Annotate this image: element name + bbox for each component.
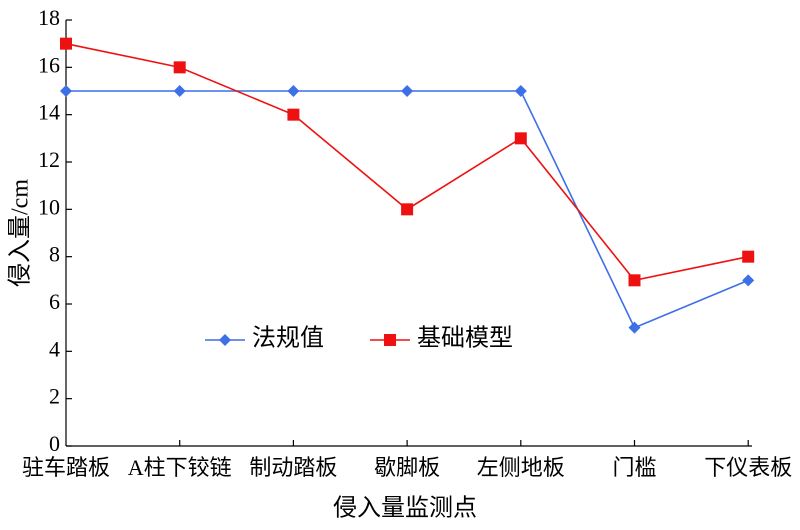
- y-tick-label: 6: [49, 289, 60, 314]
- y-tick-label: 14: [38, 100, 60, 125]
- y-axis-label: 侵入量/cm: [7, 179, 34, 287]
- marker: [173, 85, 186, 97]
- legend-label: 法规值: [252, 325, 324, 352]
- marker: [401, 85, 414, 97]
- marker: [628, 274, 641, 287]
- x-tick-label: 驻车踏板: [22, 455, 110, 480]
- y-tick-label: 2: [49, 384, 60, 409]
- y-tick-label: 10: [38, 194, 60, 219]
- y-tick-label: 0: [49, 431, 60, 456]
- x-tick-label: A柱下铰链: [128, 455, 232, 480]
- line: [65, 42, 749, 282]
- marker: [173, 61, 186, 74]
- marker: [742, 274, 755, 287]
- y-tick-label: 8: [49, 242, 60, 267]
- x-tick-label: 制动踏板: [249, 455, 337, 480]
- marker: [514, 132, 527, 145]
- marker: [287, 85, 300, 97]
- marker: [742, 250, 755, 263]
- legend-label: 基础模型: [417, 325, 513, 352]
- y-tick-label: 16: [38, 52, 60, 77]
- x-axis-label: 侵入量监测点: [333, 495, 477, 522]
- legend-marker: [384, 334, 396, 346]
- marker: [60, 37, 72, 50]
- legend-marker: [219, 334, 231, 346]
- marker: [287, 108, 300, 121]
- marker: [60, 85, 72, 97]
- y-tick-label: 4: [49, 336, 60, 361]
- marker: [628, 321, 641, 334]
- marker: [514, 85, 527, 97]
- y-tick-label: 18: [38, 5, 60, 30]
- x-tick-label: 下仪表板: [704, 455, 792, 480]
- x-tick-label: 歇脚板: [374, 455, 440, 480]
- x-tick-label: 门槛: [612, 455, 656, 480]
- marker: [401, 203, 414, 216]
- y-tick-label: 12: [38, 147, 60, 172]
- x-tick-label: 左侧地板: [477, 455, 565, 480]
